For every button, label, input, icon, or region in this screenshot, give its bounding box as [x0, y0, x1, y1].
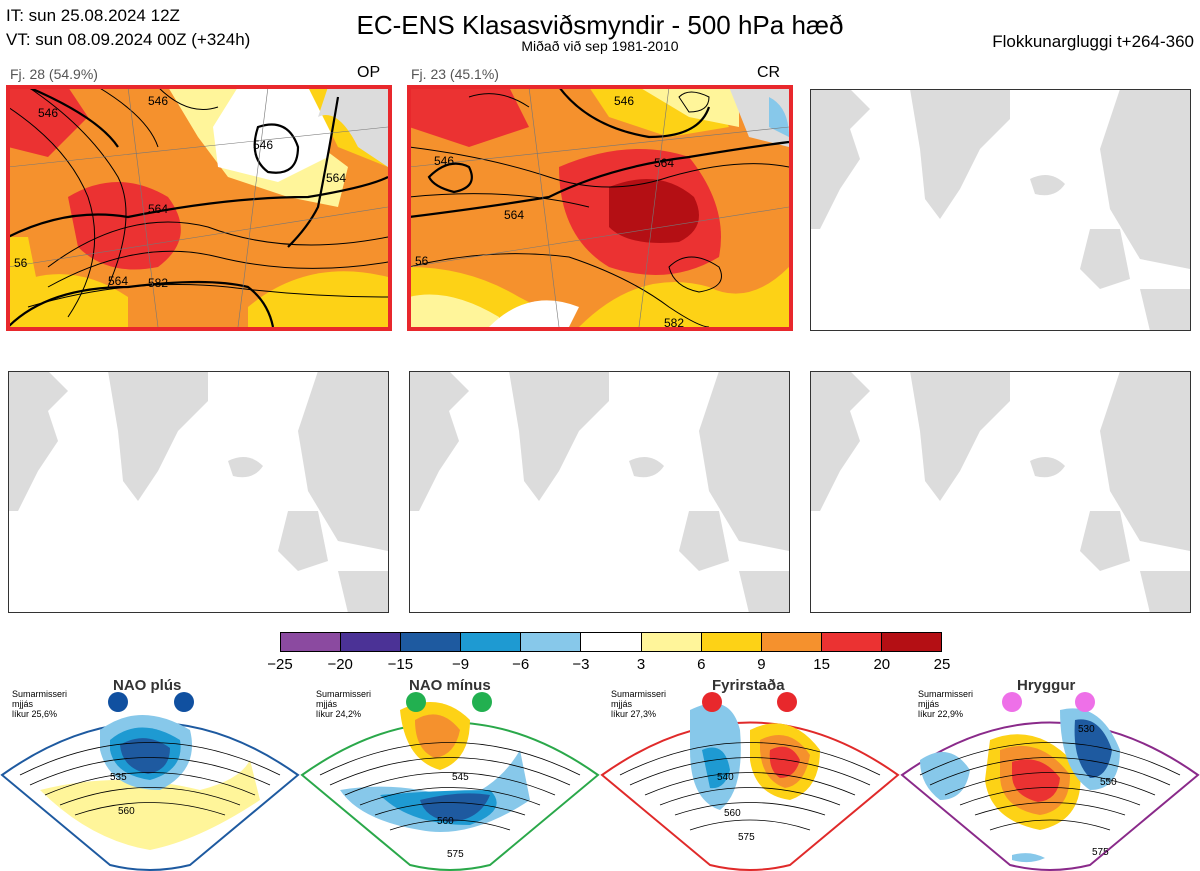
init-time: IT: sun 25.08.2024 12Z: [6, 6, 180, 25]
cluster-1-map[interactable]: 564 546 546 546 564 564 582 56: [8, 87, 388, 327]
regime-1-prob: líkur 25,6%: [12, 709, 58, 719]
regime-4-contour-2: 550: [1100, 777, 1117, 788]
colorbar-bin-5: [521, 633, 582, 651]
colorbar-tick-6: −3: [572, 656, 590, 673]
cluster-2-label: Fj. 23 (45.1%): [411, 66, 499, 82]
regime-3-text: Sumarmisseri mjjás líkur 27,3%: [611, 689, 691, 719]
regime-2-contour-3: 575: [447, 849, 464, 860]
colorbar-bin-11: [881, 633, 942, 651]
classification-window: Flokkunargluggi t+264-360: [992, 32, 1194, 51]
colorbar-tick-3: −15: [387, 656, 414, 673]
cluster-1-contour-7: 582: [148, 276, 168, 290]
page-subtitle: Miðað við sep 1981-2010: [521, 38, 679, 54]
cluster-2-map[interactable]: 546 546 564 564 582 56: [409, 87, 789, 327]
regime-4-season: Sumarmisseri: [918, 689, 974, 699]
regime-2-dot-left: [406, 692, 426, 712]
colorbar-bin-2: [341, 633, 402, 651]
colorbar-tick-2: −20: [327, 656, 353, 673]
regime-1-dot-left: [108, 692, 128, 712]
regime-3-dot-right: [777, 692, 797, 712]
cluster-1-contour-2: 546: [148, 94, 168, 108]
cluster-1-label: Fj. 28 (54.9%): [10, 66, 98, 82]
cluster-1-contour-8: 56: [14, 256, 28, 270]
cluster-2-contour-4: 564: [504, 208, 524, 222]
cluster-2-tag: CR: [757, 64, 781, 81]
empty-map-1: [810, 89, 1190, 331]
regime-4-fan: 530 550 575: [900, 692, 1200, 871]
cluster-2-contour-2: 546: [614, 94, 634, 108]
regime-1-smooth: mjjás: [12, 699, 34, 709]
colorbar-tick-7: 3: [636, 656, 646, 673]
cluster-1-contour-3: 546: [253, 138, 273, 152]
colorbar-tick-11: 20: [873, 656, 891, 673]
regime-1-fan: 535 560: [0, 692, 300, 871]
colorbar-tick-5: −6: [512, 656, 530, 673]
cluster-2-contour-6: 56: [415, 254, 429, 268]
regime-4-smooth: mjjás: [918, 699, 940, 709]
cluster-1-tag: OP: [357, 64, 381, 81]
regime-2-dot-right: [472, 692, 492, 712]
regime-3-contour-1: 540: [717, 772, 734, 783]
cluster-1-svg: 564 546 546 546 564 564 582 56: [8, 87, 388, 327]
cluster-2-contour-5: 582: [664, 316, 684, 327]
colorbar-bin-3: [401, 633, 462, 651]
regime-3-contour-3: 575: [738, 832, 755, 843]
colorbar-tick-10: 15: [813, 656, 830, 673]
colorbar-bin-10: [821, 633, 882, 651]
regime-3-prob: líkur 27,3%: [611, 709, 657, 719]
cluster-1-contour-4: 546: [38, 106, 58, 120]
regime-2-prob: líkur 24,2%: [316, 709, 362, 719]
colorbar-tick-9: 9: [757, 656, 766, 673]
regime-4-contour-1: 530: [1078, 724, 1095, 735]
regime-3-fan: 540 560 575: [600, 692, 900, 871]
regime-4-contour-3: 575: [1092, 847, 1109, 858]
regime-4-text: Sumarmisseri mjjás líkur 22,9%: [918, 689, 998, 719]
regime-1-season: Sumarmisseri: [12, 689, 68, 699]
colorbar-tick-12: 25: [933, 656, 951, 673]
regime-3-season: Sumarmisseri: [611, 689, 667, 699]
regime-2-contour-1: 545: [452, 772, 469, 783]
colorbar-bin-4: [461, 633, 522, 651]
page-title: EC-ENS Klasasviðsmyndir - 500 hPa hæð: [356, 10, 844, 40]
regime-3-title: Fyrirstaða: [712, 677, 785, 694]
empty-map-3: [409, 371, 789, 613]
cluster-1-contour-6: 564: [108, 274, 128, 288]
colorbar: [280, 632, 942, 652]
colorbar-tick-1: −25: [267, 656, 293, 673]
cluster-2-svg: 546 546 564 564 582 56: [409, 87, 789, 327]
regime-1-contour-2: 560: [118, 806, 135, 817]
colorbar-bin-8: [701, 633, 762, 651]
regime-4-prob: líkur 22,9%: [918, 709, 964, 719]
regime-fans: 535 560 545 560 575 540 560: [0, 692, 1200, 871]
regime-4-dot-left: [1002, 692, 1022, 712]
cluster-1-contour-5: 564: [326, 171, 346, 185]
colorbar-tick-8: 6: [697, 656, 706, 673]
regime-2-text: Sumarmisseri mjjás líkur 24,2%: [316, 689, 396, 719]
regime-3-smooth: mjjás: [611, 699, 633, 709]
regime-4-dot-right: [1075, 692, 1095, 712]
colorbar-tick-4: −9: [451, 656, 470, 673]
regime-3-contour-2: 560: [724, 808, 741, 819]
valid-time: VT: sun 08.09.2024 00Z (+324h): [6, 30, 251, 49]
colorbar-bin-1: [281, 633, 342, 651]
regime-3-dot-left: [702, 692, 722, 712]
regime-2-fan: 545 560 575: [300, 692, 600, 871]
regime-2-contour-2: 560: [437, 816, 454, 827]
regime-2-season: Sumarmisseri: [316, 689, 372, 699]
colorbar-bin-6: [581, 633, 642, 651]
regime-1-text: Sumarmisseri mjjás líkur 25,6%: [12, 689, 92, 719]
regime-2-smooth: mjjás: [316, 699, 338, 709]
regime-1-dot-right: [174, 692, 194, 712]
cluster-2-contour-3: 564: [654, 156, 674, 170]
regime-1-contour-1: 535: [110, 772, 127, 783]
colorbar-bin-7: [641, 633, 702, 651]
regime-1-title: NAO plús: [113, 677, 182, 694]
cluster-1-contour-1: 564: [148, 202, 168, 216]
empty-map-2: [8, 371, 388, 613]
regime-2-title: NAO mínus: [409, 677, 491, 694]
empty-map-4: [810, 371, 1190, 613]
colorbar-bin-9: [761, 633, 822, 651]
regime-4-title: Hryggur: [1017, 677, 1076, 694]
cluster-2-contour-1: 546: [434, 154, 454, 168]
